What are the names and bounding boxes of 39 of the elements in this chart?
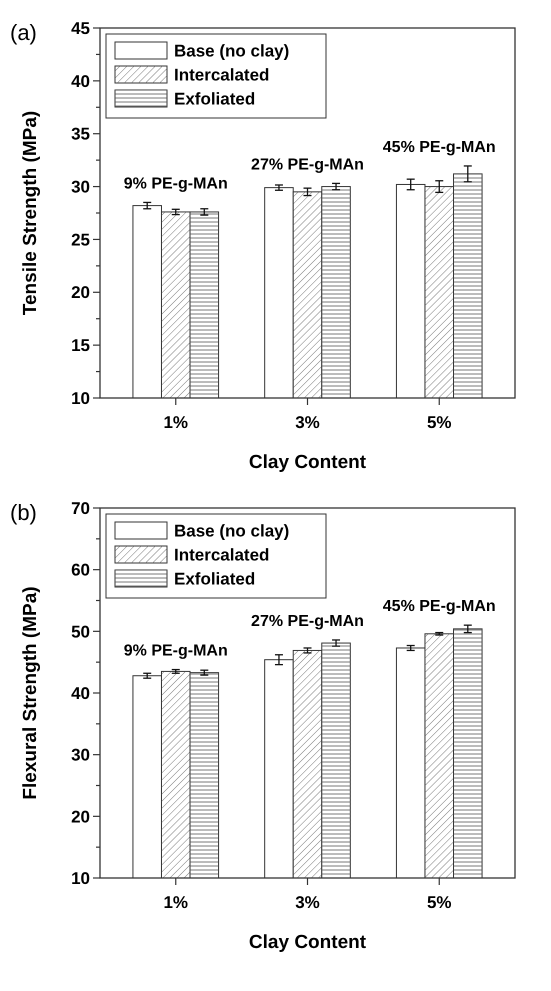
x-tick-label: 1%	[163, 413, 188, 432]
y-tick-label: 10	[71, 388, 90, 408]
x-tick-label: 3%	[295, 893, 320, 912]
x-axis-title: Clay Content	[248, 932, 367, 953]
x-tick-label: 3%	[295, 413, 320, 432]
x-tick-label: 5%	[426, 413, 452, 432]
annotation: 9% PE-g-MAn	[124, 642, 228, 660]
annotation: 27% PE-g-MAn	[251, 156, 364, 174]
y-tick-label: 30	[71, 178, 90, 197]
y-tick-label: 45	[71, 18, 90, 38]
y-tick-label: 30	[71, 746, 90, 765]
chart-title: (b)	[10, 500, 37, 525]
legend-label: Exfoliated	[174, 89, 256, 108]
x-axis-title: Clay Content	[248, 452, 367, 473]
y-axis-title: Tensile Strength (MPa)	[20, 110, 41, 316]
y-tick-label: 20	[71, 283, 90, 302]
y-tick-label: 40	[71, 684, 90, 703]
y-tick-label: 15	[71, 336, 90, 356]
y-axis-title: Flexural Strength (MPa)	[20, 586, 41, 800]
annotation: 9% PE-g-MAn	[124, 175, 228, 192]
annotation: 45% PE-g-MAn	[382, 138, 496, 156]
y-tick-label: 25	[71, 230, 90, 250]
legend-label: Intercalated	[174, 545, 270, 564]
x-tick-label: 1%	[163, 893, 188, 912]
chart-title: (a)	[10, 20, 37, 45]
annotation: 27% PE-g-MAn	[251, 612, 364, 630]
y-tick-label: 50	[71, 622, 90, 642]
legend-label: Exfoliated	[174, 569, 256, 588]
y-tick-label: 10	[71, 868, 90, 888]
annotation: 45% PE-g-MAn	[382, 598, 496, 616]
legend-label: Base (no clay)	[174, 521, 290, 540]
x-tick-label: 5%	[426, 893, 452, 912]
legend-label: Intercalated	[174, 65, 270, 84]
y-tick-label: 20	[71, 807, 90, 826]
y-tick-label: 70	[71, 498, 90, 518]
legend-label: Base (no clay)	[174, 41, 290, 60]
y-tick-label: 35	[71, 124, 90, 144]
y-tick-label: 60	[71, 560, 90, 580]
y-tick-label: 40	[71, 72, 90, 91]
